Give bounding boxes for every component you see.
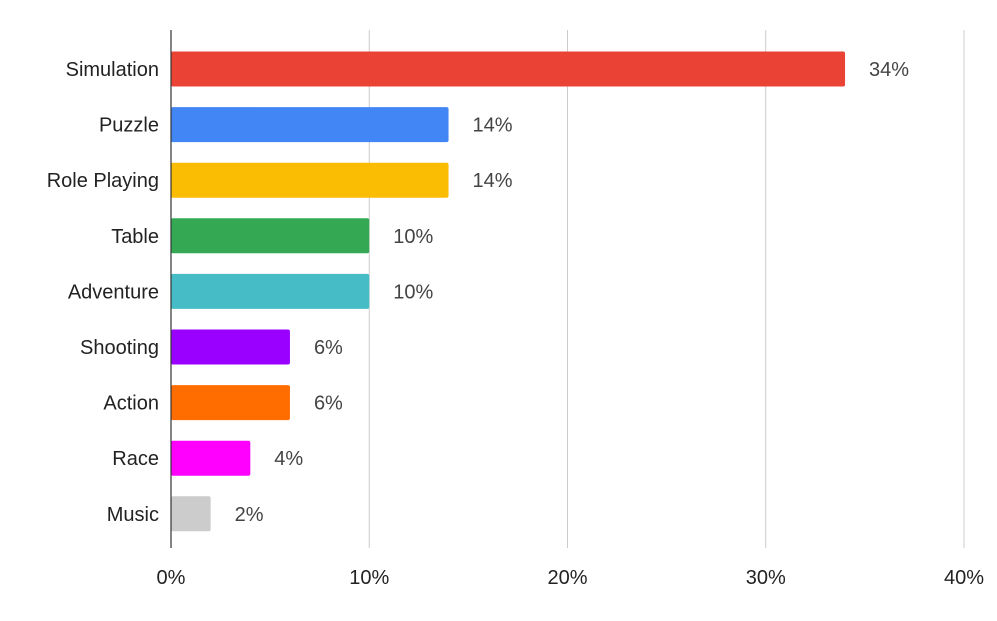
value-labels: 34% 14% 14% 10% 10% 6% 6% 4% 2% <box>235 59 910 526</box>
bar-shooting <box>171 329 290 365</box>
value-label-puzzle: 14% <box>473 115 513 137</box>
x-tick-label-0: 0% <box>157 567 186 589</box>
category-label-action: Action <box>103 393 159 415</box>
bar-action <box>171 385 290 421</box>
x-tick-label-20: 20% <box>547 567 587 589</box>
x-tick-labels: 0% 10% 20% 30% 40% <box>157 567 985 589</box>
category-label-shooting: Shooting <box>80 337 159 359</box>
category-labels: Simulation Puzzle Role Playing Table Adventu… <box>47 59 159 526</box>
value-label-table: 10% <box>393 226 433 248</box>
category-label-table: Table <box>111 226 159 248</box>
bar-role-playing <box>171 162 449 198</box>
category-label-adventure: Adventure <box>68 281 159 303</box>
bar-simulation <box>171 51 846 87</box>
category-label-race: Race <box>112 448 159 470</box>
category-label-role-playing: Role Playing <box>47 170 159 192</box>
category-label-music: Music <box>107 504 159 526</box>
value-label-simulation: 34% <box>869 59 909 81</box>
value-label-role-playing: 14% <box>473 170 513 192</box>
bar-puzzle <box>171 107 449 143</box>
value-label-shooting: 6% <box>314 337 343 359</box>
bar-adventure <box>171 273 370 309</box>
bars <box>171 51 846 532</box>
value-label-music: 2% <box>235 504 264 526</box>
x-tick-label-40: 40% <box>944 567 984 589</box>
value-label-race: 4% <box>274 448 303 470</box>
bar-race <box>171 440 251 476</box>
bar-music <box>171 496 211 532</box>
category-label-puzzle: Puzzle <box>99 115 159 137</box>
category-label-simulation: Simulation <box>66 59 159 81</box>
bar-table <box>171 218 370 254</box>
x-tick-label-30: 30% <box>746 567 786 589</box>
gridlines <box>368 30 965 548</box>
x-tick-label-10: 10% <box>349 567 389 589</box>
value-label-adventure: 10% <box>393 281 433 303</box>
value-label-action: 6% <box>314 393 343 415</box>
